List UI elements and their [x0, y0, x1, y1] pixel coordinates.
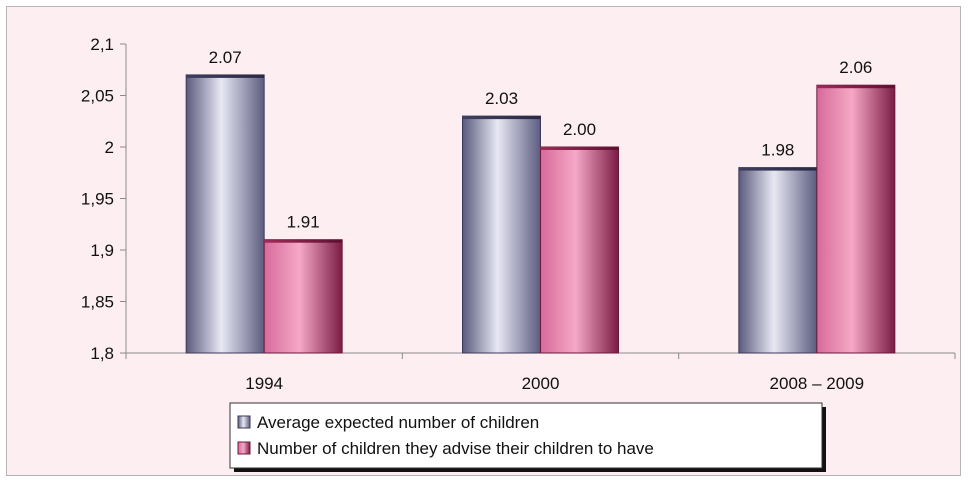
y-tick-label: 1,95 — [81, 190, 114, 209]
x-category-label: 1994 — [245, 374, 283, 393]
bar-top-edge — [816, 85, 895, 89]
bar-expected-1 — [462, 115, 541, 354]
data-label: 2.03 — [485, 89, 518, 108]
bar-advised-0 — [263, 239, 343, 354]
legend-swatch-advised — [237, 441, 251, 455]
bars — [185, 74, 896, 354]
data-label: 1.91 — [287, 213, 320, 232]
bar-advised-2 — [816, 84, 896, 354]
bar-expected-2 — [738, 167, 818, 354]
y-tick-label: 1,8 — [90, 344, 114, 363]
x-category-label: 2008 – 2009 — [770, 374, 865, 393]
legend-label-advised: Number of children they advise their chi… — [257, 439, 654, 458]
bar-top-edge — [540, 147, 619, 150]
bar-top-edge — [186, 74, 265, 78]
y-tick-label: 2,1 — [90, 35, 114, 54]
legend-label-expected: Average expected number of children — [257, 413, 539, 432]
bar-top-edge — [264, 239, 343, 243]
bar-expected-0 — [185, 74, 265, 354]
data-label: 2.06 — [839, 58, 872, 77]
bar-top-edge — [738, 167, 817, 171]
legend-swatch-expected — [237, 415, 251, 429]
data-label: 1.98 — [761, 141, 794, 160]
y-tick-label: 1,9 — [90, 241, 114, 260]
data-labels: 2.07 1.91 2.03 2.00 1.98 2.06 — [209, 48, 873, 232]
y-tick-label: 2 — [105, 138, 114, 157]
y-tick-label: 2,05 — [81, 87, 114, 106]
legend: Average expected number of children Numbe… — [229, 402, 826, 472]
legend-box — [229, 402, 823, 469]
data-label: 2.00 — [563, 120, 596, 139]
bar-advised-1 — [540, 146, 619, 354]
bar-top-edge — [462, 116, 541, 120]
data-label: 2.07 — [209, 48, 242, 67]
x-category-label: 2000 — [522, 374, 560, 393]
y-tick-label: 1,85 — [81, 293, 114, 312]
